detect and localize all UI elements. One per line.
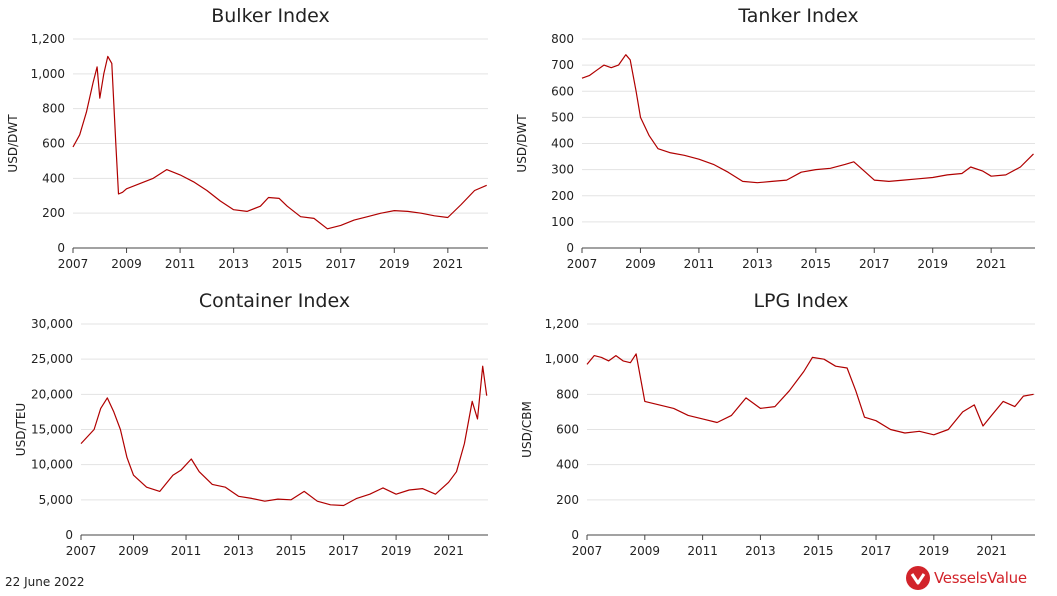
y-tick-label: 500 bbox=[551, 110, 574, 124]
chart-panel: 0 5,000 10,000 15,000 20,000 25,000 30,000 2007… bbox=[14, 290, 488, 558]
x-tick-label: 2007 bbox=[58, 257, 89, 271]
x-tick-label: 2015 bbox=[801, 257, 832, 271]
y-tick-label: 600 bbox=[551, 84, 574, 98]
x-tick-label: 2019 bbox=[919, 544, 950, 558]
chart-panel: 0 200 400 600 800 1,000 1,200 2007 2009 2011 2013 2… bbox=[520, 290, 1035, 558]
y-axis-label: USD/TEU bbox=[14, 403, 28, 456]
x-tick-label: 2021 bbox=[433, 257, 464, 271]
y-tick-label: 15,000 bbox=[31, 423, 73, 437]
x-tick-label: 2015 bbox=[272, 257, 303, 271]
y-axis-label: USD/CBM bbox=[520, 401, 534, 458]
x-tick-label: 2009 bbox=[111, 257, 142, 271]
chart-title: LPG Index bbox=[753, 290, 848, 312]
y-tick-label: 20,000 bbox=[31, 387, 73, 401]
chart-panel: 0 100 200 300 400 500 600 700 800 2007 2009 2011 201… bbox=[515, 5, 1035, 271]
y-tick-label: 400 bbox=[551, 137, 574, 151]
x-tick-label: 2011 bbox=[687, 544, 718, 558]
x-tick-label: 2013 bbox=[742, 257, 773, 271]
x-tick-label: 2017 bbox=[861, 544, 892, 558]
series-line bbox=[581, 54, 1034, 184]
y-tick-label: 25,000 bbox=[31, 352, 73, 366]
y-tick-label: 400 bbox=[42, 171, 65, 185]
series-line bbox=[80, 365, 488, 507]
x-tick-label: 2009 bbox=[118, 544, 149, 558]
x-tick-label: 2007 bbox=[572, 544, 603, 558]
chart-title: Container Index bbox=[199, 290, 350, 312]
x-tick-label: 2017 bbox=[328, 544, 359, 558]
x-tick-label: 2015 bbox=[276, 544, 307, 558]
x-tick-label: 2007 bbox=[66, 544, 97, 558]
vesselsvalue-logo-text: VesselsValue bbox=[934, 569, 1027, 587]
x-tick-label: 2019 bbox=[379, 257, 410, 271]
y-tick-label: 300 bbox=[551, 163, 574, 177]
x-tick-label: 2021 bbox=[433, 544, 464, 558]
x-tick-label: 2021 bbox=[976, 257, 1007, 271]
y-tick-label: 600 bbox=[42, 137, 65, 151]
y-axis-label: USD/DWT bbox=[515, 114, 529, 173]
chart-title: Bulker Index bbox=[211, 5, 330, 27]
y-tick-label: 200 bbox=[556, 493, 579, 507]
vesselsvalue-logo: VesselsValue bbox=[906, 564, 1056, 592]
y-tick-label: 0 bbox=[57, 241, 65, 255]
x-tick-label: 2011 bbox=[171, 544, 202, 558]
y-tick-label: 10,000 bbox=[31, 458, 73, 472]
chart-panel: 0 200 400 600 800 1,000 1,200 2007 2009 2011 2013 2… bbox=[6, 5, 488, 271]
x-tick-label: 2013 bbox=[218, 257, 249, 271]
y-tick-label: 0 bbox=[566, 241, 574, 255]
y-tick-label: 700 bbox=[551, 58, 574, 72]
chart-title: Tanker Index bbox=[737, 5, 858, 27]
x-tick-label: 2009 bbox=[630, 544, 661, 558]
y-tick-label: 1,200 bbox=[545, 317, 579, 331]
report-date: 22 June 2022 bbox=[5, 575, 85, 589]
x-tick-label: 2021 bbox=[976, 544, 1007, 558]
y-tick-label: 1,000 bbox=[545, 352, 579, 366]
y-tick-label: 0 bbox=[65, 528, 73, 542]
y-tick-label: 600 bbox=[556, 423, 579, 437]
vesselsvalue-logo-icon bbox=[906, 566, 930, 590]
y-tick-label: 1,200 bbox=[31, 32, 65, 46]
x-tick-label: 2007 bbox=[567, 257, 598, 271]
y-tick-label: 200 bbox=[551, 189, 574, 203]
y-tick-label: 800 bbox=[42, 102, 65, 116]
x-tick-label: 2011 bbox=[165, 257, 196, 271]
x-tick-label: 2019 bbox=[917, 257, 948, 271]
y-tick-label: 800 bbox=[551, 32, 574, 46]
x-tick-label: 2009 bbox=[625, 257, 656, 271]
y-tick-label: 5,000 bbox=[39, 493, 73, 507]
x-tick-label: 2019 bbox=[381, 544, 412, 558]
y-axis-label: USD/DWT bbox=[6, 114, 20, 173]
y-tick-label: 400 bbox=[556, 458, 579, 472]
series-line bbox=[586, 353, 1034, 436]
y-tick-label: 30,000 bbox=[31, 317, 73, 331]
y-tick-label: 100 bbox=[551, 215, 574, 229]
y-tick-label: 200 bbox=[42, 206, 65, 220]
x-tick-label: 2017 bbox=[859, 257, 890, 271]
x-tick-label: 2017 bbox=[325, 257, 356, 271]
x-tick-label: 2013 bbox=[745, 544, 776, 558]
x-tick-label: 2011 bbox=[684, 257, 715, 271]
y-tick-label: 1,000 bbox=[31, 67, 65, 81]
y-tick-label: 800 bbox=[556, 387, 579, 401]
series-line bbox=[72, 55, 487, 230]
x-tick-label: 2015 bbox=[803, 544, 834, 558]
y-tick-label: 0 bbox=[571, 528, 579, 542]
x-tick-label: 2013 bbox=[223, 544, 254, 558]
